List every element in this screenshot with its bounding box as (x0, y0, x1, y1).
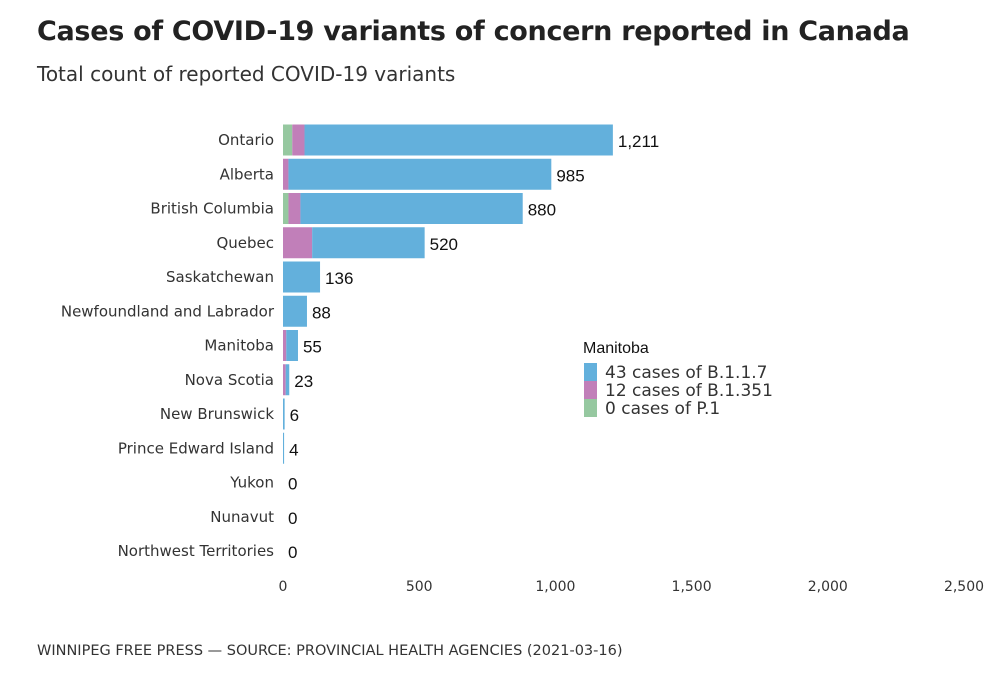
bar-segment-B-1-1-7 (283, 261, 321, 293)
bar-segment-B-1-1-7 (288, 158, 552, 190)
value-label: 23 (294, 372, 313, 391)
category-label: Manitoba (204, 337, 274, 355)
category-label: British Columbia (150, 200, 274, 218)
category-label: Ontario (218, 131, 274, 149)
value-label: 0 (288, 509, 297, 528)
bar-segment-B-1-1-7 (283, 295, 307, 327)
bar-segment-B-1-1-7 (304, 124, 613, 156)
category-label: Saskatchewan (166, 268, 274, 286)
category-label: Alberta (220, 165, 274, 183)
bar-segment-B-1-351 (288, 193, 301, 224)
bar-segment-B-1-1-7 (283, 398, 285, 430)
x-tick-label: 0 (279, 579, 288, 595)
legend-title: Manitoba (583, 340, 649, 357)
bar-segment-B-1-1-7 (312, 227, 425, 259)
bar-segment-B-1-351 (283, 227, 313, 259)
legend-swatch (584, 363, 597, 381)
category-label: Nova Scotia (185, 371, 274, 389)
bar-segment-P-1 (283, 193, 289, 224)
legend-item: 0 cases of P.1 (605, 399, 720, 419)
category-label: Quebec (216, 234, 274, 252)
legend-swatch (584, 381, 597, 399)
category-label: Newfoundland and Labrador (61, 302, 275, 320)
category-label: Northwest Territories (118, 542, 275, 560)
bar-segment-B-1-1-7 (286, 330, 298, 361)
x-tick-label: 1,000 (535, 579, 575, 595)
bar-segment-B-1-351 (283, 158, 289, 190)
value-label: 0 (288, 475, 297, 494)
source-footer: WINNIPEG FREE PRESS — SOURCE: PROVINCIAL… (37, 643, 623, 659)
value-label: 1,211 (618, 132, 659, 151)
bar-segment-B-1-351 (292, 124, 305, 156)
value-label: 520 (430, 235, 458, 254)
bar-segment-B-1-351 (283, 330, 287, 361)
value-label: 880 (528, 201, 556, 220)
category-label: Nunavut (210, 508, 274, 526)
bar-segment-B-1-1-7 (285, 364, 290, 396)
chart-title: Cases of COVID-19 variants of concern re… (37, 16, 910, 47)
bar-segment-B-1-1-7 (300, 193, 523, 224)
legend-item: 43 cases of B.1.1.7 (605, 363, 768, 383)
legend-item: 12 cases of B.1.351 (605, 381, 773, 401)
value-label: 0 (288, 543, 297, 562)
legend-swatch (584, 399, 597, 417)
value-label: 4 (289, 440, 298, 459)
x-tick-label: 500 (406, 579, 433, 595)
x-tick-label: 2,000 (808, 579, 848, 595)
chart-subtitle: Total count of reported COVID-19 variant… (37, 62, 456, 86)
bar-segment-B-1-351 (283, 364, 286, 396)
value-label: 6 (290, 406, 299, 425)
value-label: 55 (303, 338, 322, 357)
value-label: 985 (556, 166, 584, 185)
category-label: New Brunswick (160, 405, 274, 423)
x-tick-label: 2,500 (944, 579, 984, 595)
x-tick-label: 1,500 (672, 579, 712, 595)
category-label: Yukon (229, 474, 274, 492)
value-label: 136 (325, 269, 353, 288)
bar-segment-P-1 (283, 124, 293, 156)
value-label: 88 (312, 303, 331, 322)
bar-segment-B-1-1-7 (283, 432, 285, 464)
category-label: Prince Edward Island (118, 439, 274, 457)
